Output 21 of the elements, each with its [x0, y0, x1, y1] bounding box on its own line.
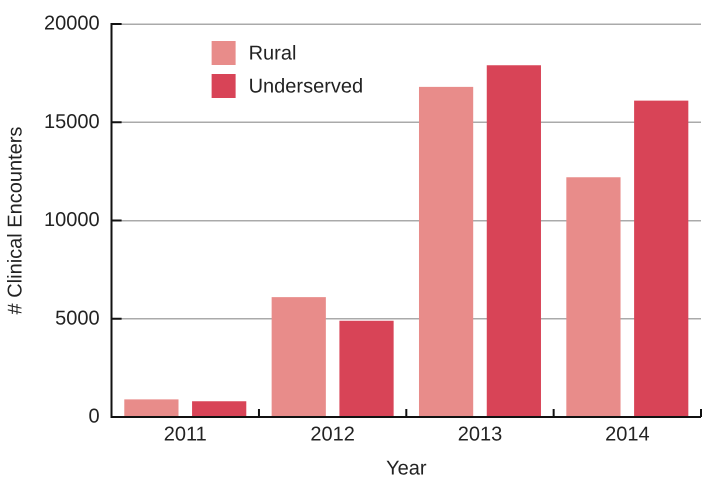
bar: [124, 399, 179, 416]
x-tick-label: 2011: [164, 424, 207, 446]
y-axis-title: # Clinical Encounters: [4, 126, 27, 314]
bar: [418, 86, 474, 416]
x-tick-label: 2014: [605, 424, 650, 446]
bar: [486, 65, 541, 416]
x-tick-label: 2012: [310, 424, 355, 446]
y-tick-label: 10000: [44, 209, 100, 232]
bar: [566, 177, 621, 416]
x-axis-title: Year: [386, 458, 427, 480]
bar: [634, 100, 688, 416]
y-tick-label: 20000: [44, 12, 100, 35]
bar: [339, 320, 394, 416]
y-tick-label: 15000: [44, 110, 100, 133]
bar: [272, 297, 326, 416]
x-tick-label: 2013: [458, 424, 502, 446]
y-tick-label: 0: [88, 406, 100, 428]
bar: [192, 401, 246, 416]
y-tick-label: 5000: [55, 307, 100, 330]
legend-label: Underserved: [248, 76, 364, 98]
legend-label: Rural: [248, 42, 296, 65]
